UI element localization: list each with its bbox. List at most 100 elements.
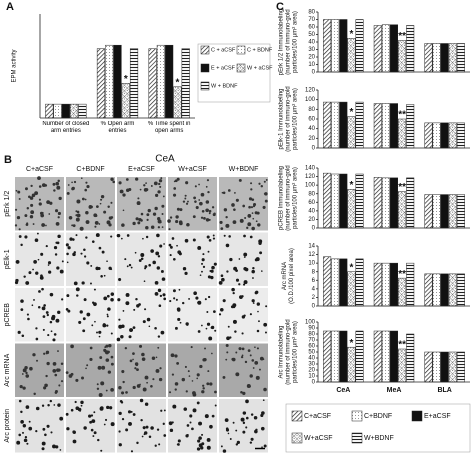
cell (40, 252, 44, 256)
y-tick-label: 0 (312, 70, 316, 76)
bar (347, 271, 356, 307)
cell (260, 413, 264, 418)
y-tick-label: 80 (308, 107, 315, 113)
cell (140, 253, 145, 257)
cell (171, 373, 175, 376)
cell (86, 261, 90, 265)
cell (57, 179, 60, 183)
cell (227, 325, 230, 328)
bar (331, 19, 340, 73)
cell (155, 356, 158, 359)
bar (448, 122, 457, 149)
cell (205, 208, 209, 213)
micrograph (116, 398, 167, 454)
cell (156, 233, 160, 238)
cell (110, 177, 114, 182)
cell (50, 330, 53, 333)
cell (150, 249, 154, 253)
cell (103, 210, 107, 214)
cell (207, 250, 210, 253)
cell (192, 238, 196, 242)
cell (156, 428, 160, 431)
cell (132, 358, 134, 361)
cell (24, 235, 28, 239)
bar (347, 346, 356, 383)
cell (249, 313, 252, 316)
cell (163, 409, 166, 412)
cell (201, 442, 205, 446)
cell (243, 234, 246, 238)
cell (117, 233, 121, 238)
cell (74, 400, 77, 404)
cell (155, 251, 160, 256)
cell (235, 372, 240, 377)
cell (152, 260, 156, 265)
cell (242, 430, 246, 434)
bar (440, 351, 449, 383)
cell (91, 240, 95, 243)
cell (75, 287, 80, 292)
significance-label: ** (398, 340, 406, 351)
cell (44, 433, 47, 437)
cell (39, 275, 44, 280)
cell (235, 429, 238, 432)
cell (233, 208, 236, 211)
cell (59, 449, 62, 451)
cell (210, 269, 214, 273)
cell (54, 373, 58, 377)
cell (208, 218, 211, 221)
y-tick-label: 50 (308, 350, 315, 356)
cell (94, 221, 99, 225)
cell (207, 370, 210, 373)
cell (67, 309, 71, 313)
cell (26, 222, 29, 225)
legend-frame (285, 403, 471, 453)
cell (99, 406, 104, 411)
bar (448, 43, 457, 73)
micrograph (65, 176, 116, 232)
cell (232, 303, 237, 308)
cell (55, 318, 60, 323)
bar (424, 273, 433, 307)
cell (20, 243, 23, 247)
bar (373, 25, 382, 73)
cell (76, 199, 81, 204)
bar (53, 103, 62, 119)
cell (31, 193, 36, 198)
y-tick-label: 70 (308, 338, 315, 344)
cell (72, 224, 76, 228)
cell (168, 243, 172, 247)
cell (220, 274, 224, 278)
cell (170, 245, 173, 249)
cell (18, 433, 22, 437)
y-tick-label: 30 (308, 362, 315, 368)
column-label: W+aCSF (178, 166, 207, 173)
cell (171, 421, 174, 424)
cell (82, 317, 86, 321)
cell (225, 243, 230, 248)
cell (233, 266, 238, 271)
cell (235, 198, 239, 202)
cell (110, 235, 113, 238)
cell (70, 408, 74, 412)
cell (234, 330, 237, 333)
cell (110, 201, 113, 204)
cell (197, 246, 202, 250)
cell (80, 404, 83, 407)
bar (331, 173, 340, 229)
cell (256, 302, 260, 306)
micrograph (167, 231, 218, 287)
cell (60, 362, 64, 365)
bar (78, 103, 87, 119)
cell (219, 220, 223, 225)
micrograph (116, 231, 167, 287)
cell (35, 271, 39, 275)
cell (157, 217, 161, 221)
bar (165, 44, 174, 119)
y-axis-label: pElk-1 Immunolabeling (279, 88, 285, 149)
cell (71, 187, 75, 191)
cell (172, 404, 177, 409)
y-tick-label: 60 (308, 344, 315, 350)
cell (174, 388, 177, 391)
micrograph (116, 342, 167, 398)
